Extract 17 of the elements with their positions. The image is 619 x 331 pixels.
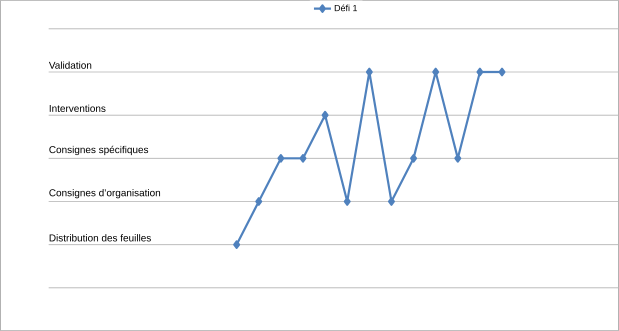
point	[366, 68, 373, 76]
point	[277, 154, 284, 163]
point	[344, 197, 351, 206]
point	[299, 154, 306, 163]
point	[498, 68, 506, 76]
point	[388, 197, 395, 206]
point	[322, 110, 329, 120]
annotation: Interventions	[50, 104, 106, 112]
text: Validation	[48, 61, 92, 69]
point	[233, 240, 240, 249]
annotation: Consignes spécifiques	[49, 146, 148, 156]
point	[410, 154, 418, 163]
annotation: Consignes d’organisation	[49, 189, 160, 198]
point	[476, 68, 484, 76]
point	[255, 197, 262, 206]
legend-label: Défi 1	[334, 4, 358, 12]
annotation: Distribution des feuilles	[50, 234, 151, 242]
